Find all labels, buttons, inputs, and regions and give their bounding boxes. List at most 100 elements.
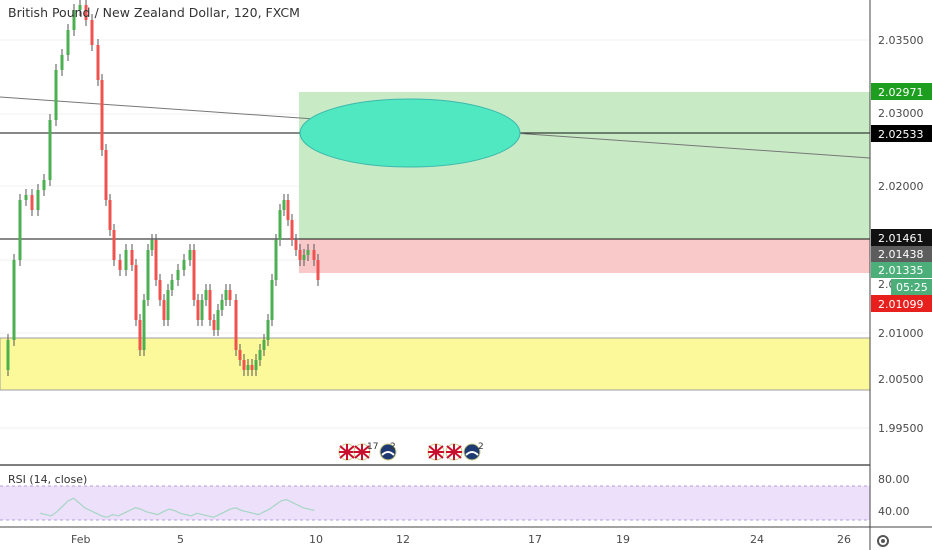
candle-body — [48, 120, 52, 180]
stop-zone[interactable] — [299, 239, 870, 273]
candle-body — [242, 360, 246, 370]
candle-body — [100, 80, 104, 150]
svg-text:2.02533: 2.02533 — [878, 128, 924, 141]
candle-body — [112, 230, 116, 260]
candle-body — [192, 250, 196, 300]
candle-body — [108, 200, 112, 230]
candle-body — [118, 260, 122, 270]
candle-body — [24, 195, 28, 200]
svg-text:2.03000: 2.03000 — [878, 107, 924, 120]
nz-flag-icon[interactable] — [463, 443, 481, 461]
candle-body — [216, 310, 220, 330]
uk-flag-icon[interactable] — [445, 443, 463, 461]
candle-body — [298, 250, 302, 260]
uk-flag-icon[interactable] — [338, 443, 356, 461]
candle-body — [228, 290, 232, 300]
candle-body — [154, 240, 158, 280]
candle-body — [262, 340, 266, 350]
candle-body — [254, 360, 258, 370]
svg-text:05:25: 05:25 — [896, 281, 928, 294]
candle-body — [170, 280, 174, 290]
candle-body — [294, 240, 298, 250]
candle-body — [220, 300, 224, 310]
svg-text:5: 5 — [177, 533, 184, 546]
candle-body — [84, 5, 88, 20]
candle-body — [316, 260, 320, 280]
candle-body — [306, 250, 310, 255]
candle-body — [176, 270, 180, 280]
candle-body — [204, 290, 208, 300]
candle-body — [188, 250, 192, 260]
candle-body — [30, 195, 34, 210]
nz-flag-icon[interactable] — [379, 443, 397, 461]
candle-body — [96, 45, 100, 80]
candlesticks — [6, 0, 320, 376]
candle-body — [274, 240, 278, 280]
candle-body — [60, 55, 64, 70]
candle-body — [130, 250, 134, 265]
candle-body — [258, 350, 262, 360]
rsi-axis[interactable]: 80.00 40.00 — [878, 473, 910, 518]
candle-body — [72, 10, 76, 30]
candle-body — [266, 320, 270, 340]
candle-body — [282, 200, 286, 210]
rsi-band — [0, 486, 870, 520]
svg-text:1.99500: 1.99500 — [878, 422, 924, 435]
svg-text:2.00500: 2.00500 — [878, 373, 924, 386]
svg-text:40.00: 40.00 — [878, 505, 910, 518]
candle-body — [312, 250, 316, 260]
event-count: 2 — [478, 442, 484, 452]
event-markers[interactable]: 17 2 2 — [338, 442, 484, 461]
countdown-label: 05:25 — [891, 279, 932, 295]
svg-text:Feb: Feb — [71, 533, 90, 546]
price-label-last-close: 2.01438 — [871, 246, 932, 262]
candle-body — [278, 210, 282, 240]
candle-body — [224, 290, 228, 300]
candle-body — [238, 350, 242, 360]
svg-text:26: 26 — [837, 533, 851, 546]
event-count: 2 — [390, 442, 396, 452]
candle-body — [182, 260, 186, 270]
candle-body — [158, 280, 162, 300]
candle-body — [18, 200, 22, 260]
candle-body — [234, 300, 238, 350]
svg-text:2.01461: 2.01461 — [878, 232, 924, 245]
support-zone[interactable] — [0, 337, 871, 391]
candle-body — [90, 20, 94, 45]
settings-gear-icon[interactable] — [877, 535, 889, 547]
candle-body — [270, 280, 274, 320]
candle-body — [66, 30, 70, 55]
candle-body — [12, 260, 16, 340]
candle-body — [6, 340, 10, 370]
candle-body — [78, 5, 82, 10]
candle-body — [212, 320, 216, 330]
candle-body — [200, 300, 204, 320]
uk-flag-icon[interactable] — [353, 443, 371, 461]
svg-text:2.01438: 2.01438 — [878, 248, 924, 261]
candle-body — [302, 255, 306, 260]
candle-body — [162, 300, 166, 320]
candle-body — [208, 290, 212, 320]
candle-body — [146, 250, 150, 300]
candle-body — [246, 365, 250, 370]
candle-body — [286, 200, 290, 220]
price-label-stop: 2.01099 — [871, 295, 932, 312]
candle-body — [36, 190, 40, 210]
highlight-ellipse[interactable] — [299, 98, 521, 168]
price-label-entry: 2.01461 — [871, 229, 932, 246]
candle-body — [124, 250, 128, 270]
candle-body — [104, 150, 108, 200]
svg-text:2.01335: 2.01335 — [878, 264, 924, 277]
uk-flag-icon[interactable] — [427, 443, 445, 461]
candle-body — [290, 220, 294, 240]
rsi-label: RSI (14, close) — [8, 473, 87, 486]
svg-text:10: 10 — [309, 533, 323, 546]
svg-text:17: 17 — [528, 533, 542, 546]
candle-body — [142, 300, 146, 350]
chart-title: British Pound / New Zealand Dollar, 120,… — [8, 5, 300, 20]
time-axis[interactable]: Feb 5 10 12 17 19 24 26 — [71, 533, 851, 546]
svg-text:2.02971: 2.02971 — [878, 86, 924, 99]
event-count: 17 — [367, 442, 378, 452]
price-label-hline: 2.02533 — [871, 125, 932, 142]
